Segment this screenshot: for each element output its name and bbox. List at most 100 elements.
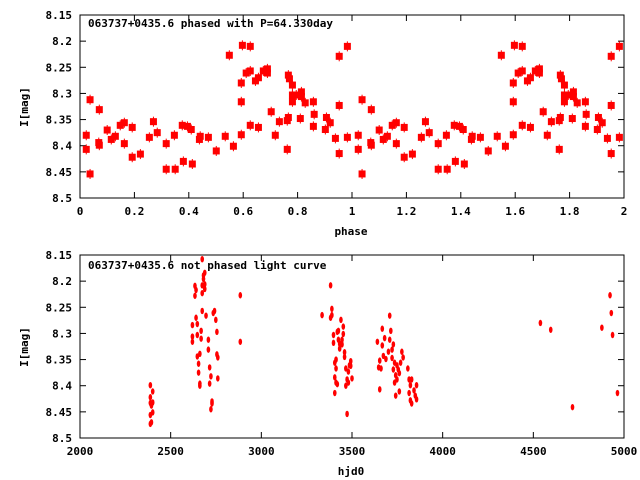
data-point <box>390 346 394 353</box>
data-point <box>190 333 195 340</box>
x-tick-label: 2000 <box>67 445 94 458</box>
x-axis-label: hjd0 <box>338 465 365 478</box>
data-point <box>342 349 347 356</box>
data-point <box>348 362 353 370</box>
data-point <box>201 275 206 283</box>
data-point <box>608 292 612 299</box>
y-tick-label: 8.5 <box>52 192 72 205</box>
data-point <box>194 286 198 294</box>
data-point <box>162 140 170 148</box>
data-point <box>288 91 296 99</box>
y-tick-label: 8.5 <box>52 432 72 445</box>
y-tick-label: 8.25 <box>46 301 73 314</box>
x-tick-label: 1.4 <box>451 205 471 218</box>
data-point <box>408 150 416 158</box>
data-point <box>207 380 212 387</box>
data-point <box>607 52 615 60</box>
data-point <box>225 51 233 59</box>
data-point <box>340 336 344 343</box>
data-point <box>497 51 505 59</box>
data-point <box>193 292 197 299</box>
y-tick-label: 8.3 <box>52 87 72 100</box>
data-point <box>254 74 262 82</box>
y-tick-label: 8.3 <box>52 327 72 340</box>
data-point <box>171 165 179 173</box>
data-point <box>358 170 366 178</box>
data-point <box>200 289 205 297</box>
data-point <box>195 320 200 328</box>
data-point <box>548 326 553 333</box>
data-point <box>615 133 623 141</box>
data-point <box>535 69 543 77</box>
data-point <box>377 386 382 393</box>
data-point <box>145 133 153 141</box>
data-point <box>603 134 611 142</box>
data-point <box>350 375 354 382</box>
data-point <box>190 338 195 345</box>
data-point <box>556 113 564 121</box>
data-point <box>285 75 293 83</box>
data-point <box>288 81 296 89</box>
data-point <box>259 67 267 75</box>
data-point <box>335 101 343 109</box>
data-point <box>120 140 128 148</box>
data-point <box>459 126 467 134</box>
data-point <box>518 67 526 75</box>
data-point <box>275 118 283 126</box>
data-point <box>570 403 575 411</box>
data-point <box>179 157 187 165</box>
y-tick-label: 8.15 <box>46 9 73 22</box>
data-point <box>204 133 212 141</box>
data-point <box>468 132 476 140</box>
x-tick-label: 4500 <box>520 445 547 458</box>
data-point <box>246 67 254 75</box>
data-point <box>284 71 292 79</box>
data-point <box>414 381 419 389</box>
data-point <box>568 115 576 123</box>
data-point <box>332 389 337 397</box>
data-point <box>398 359 403 366</box>
data-point <box>391 366 396 373</box>
data-point <box>120 119 128 127</box>
y-tick-label: 8.35 <box>46 354 73 367</box>
data-point <box>414 396 419 403</box>
data-point <box>246 42 254 50</box>
y-tick-label: 8.15 <box>46 249 73 262</box>
data-point <box>199 335 203 342</box>
data-point <box>229 142 237 150</box>
data-point <box>409 376 414 383</box>
data-point <box>518 42 526 50</box>
data-point <box>150 388 155 395</box>
data-point <box>310 110 318 118</box>
data-point <box>330 305 334 313</box>
data-point <box>202 269 207 276</box>
data-point <box>547 118 555 126</box>
data-point <box>389 327 393 335</box>
data-point <box>450 121 458 129</box>
y-tick-label: 8.45 <box>46 166 73 179</box>
data-point <box>341 330 346 338</box>
chart-title: 063737+0435.6 phased with P=64.330day <box>88 17 333 30</box>
plot-frame <box>79 254 625 439</box>
data-point <box>206 336 211 343</box>
x-tick-label: 4000 <box>429 445 456 458</box>
data-point <box>238 41 246 49</box>
data-point <box>609 309 614 317</box>
data-point <box>199 327 203 335</box>
data-point <box>581 122 589 130</box>
data-point <box>400 153 408 161</box>
data-point <box>209 373 213 380</box>
data-point <box>407 389 411 397</box>
data-point <box>564 91 572 99</box>
y-tick-label: 8.35 <box>46 114 73 127</box>
data-point <box>103 126 111 134</box>
data-point <box>331 134 339 142</box>
data-point <box>183 122 191 130</box>
y-tick-label: 8.45 <box>46 406 73 419</box>
data-point <box>434 165 442 173</box>
data-point <box>340 341 344 348</box>
data-point <box>254 123 262 131</box>
data-point <box>128 153 136 161</box>
phased-plot: 063737+0435.6 phased with P=64.330day ph… <box>18 9 627 238</box>
